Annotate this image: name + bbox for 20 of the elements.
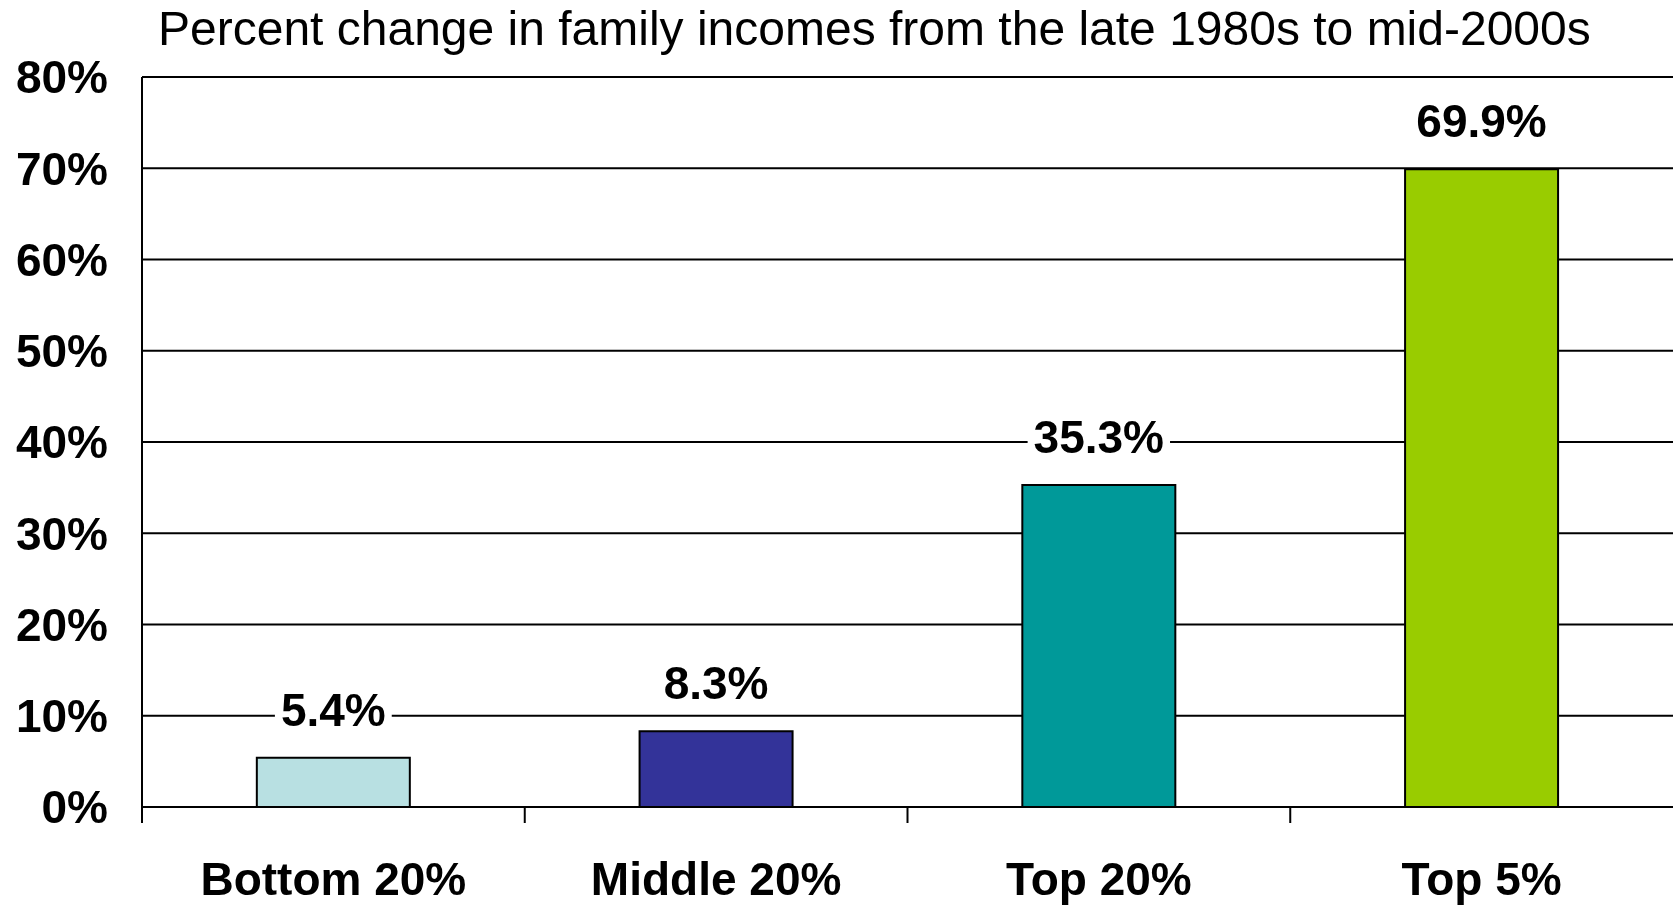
y-tick-label: 70%: [15, 142, 108, 195]
bar: [638, 730, 794, 807]
x-tick-label: Bottom 20%: [200, 853, 467, 905]
data-label: 5.4%: [280, 683, 386, 736]
y-tick-label: 30%: [15, 507, 108, 560]
x-tick-label: Middle 20%: [590, 853, 842, 905]
y-tick-label: 10%: [15, 690, 108, 743]
y-tick-label: 80%: [15, 51, 108, 104]
data-label: 8.3%: [663, 657, 769, 710]
y-tick-label: 20%: [15, 598, 108, 651]
data-label: 35.3%: [1033, 410, 1165, 463]
x-tick-label: Top 20%: [1006, 853, 1192, 905]
y-tick-label: 50%: [15, 325, 108, 378]
y-tick-label: 40%: [15, 416, 108, 469]
y-tick-label: 0%: [41, 781, 108, 834]
x-tick-label: Top 5%: [1401, 853, 1562, 905]
chart-title: Percent change in family incomes from the late 1980s to mid-2000s: [158, 2, 1591, 55]
bar: [255, 756, 411, 807]
y-tick-label: 60%: [15, 233, 108, 286]
data-label: 69.9%: [1416, 95, 1547, 148]
